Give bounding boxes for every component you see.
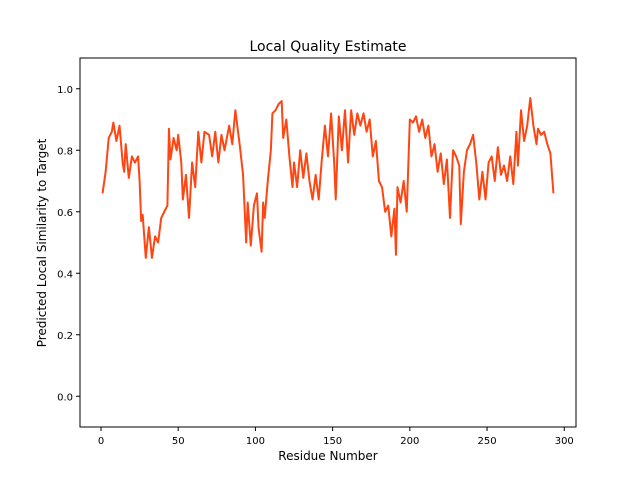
y-tick-label: 0.8 — [57, 146, 73, 157]
data-line — [101, 96, 555, 259]
x-tick-label: 100 — [246, 436, 265, 447]
chart-title: Local Quality Estimate — [249, 39, 406, 55]
x-tick-label: 200 — [400, 436, 419, 447]
plot-area — [101, 96, 555, 259]
x-tick-label: 0 — [98, 436, 104, 447]
x-tick-label: 150 — [323, 436, 342, 447]
y-tick-label: 0.0 — [57, 392, 73, 403]
x-tick-label: 250 — [478, 436, 497, 447]
x-axis-label: Residue Number — [278, 449, 377, 463]
y-tick-label: 1.0 — [57, 85, 73, 96]
x-tick-label: 50 — [172, 436, 185, 447]
y-tick-label: 0.2 — [57, 331, 73, 342]
axes-frame — [79, 57, 577, 428]
y-tick-label: 0.4 — [57, 269, 73, 280]
x-tick-label: 300 — [555, 436, 574, 447]
y-axis-label: Predicted Local Similarity to Target — [35, 138, 49, 347]
y-tick-label: 0.6 — [57, 208, 73, 219]
